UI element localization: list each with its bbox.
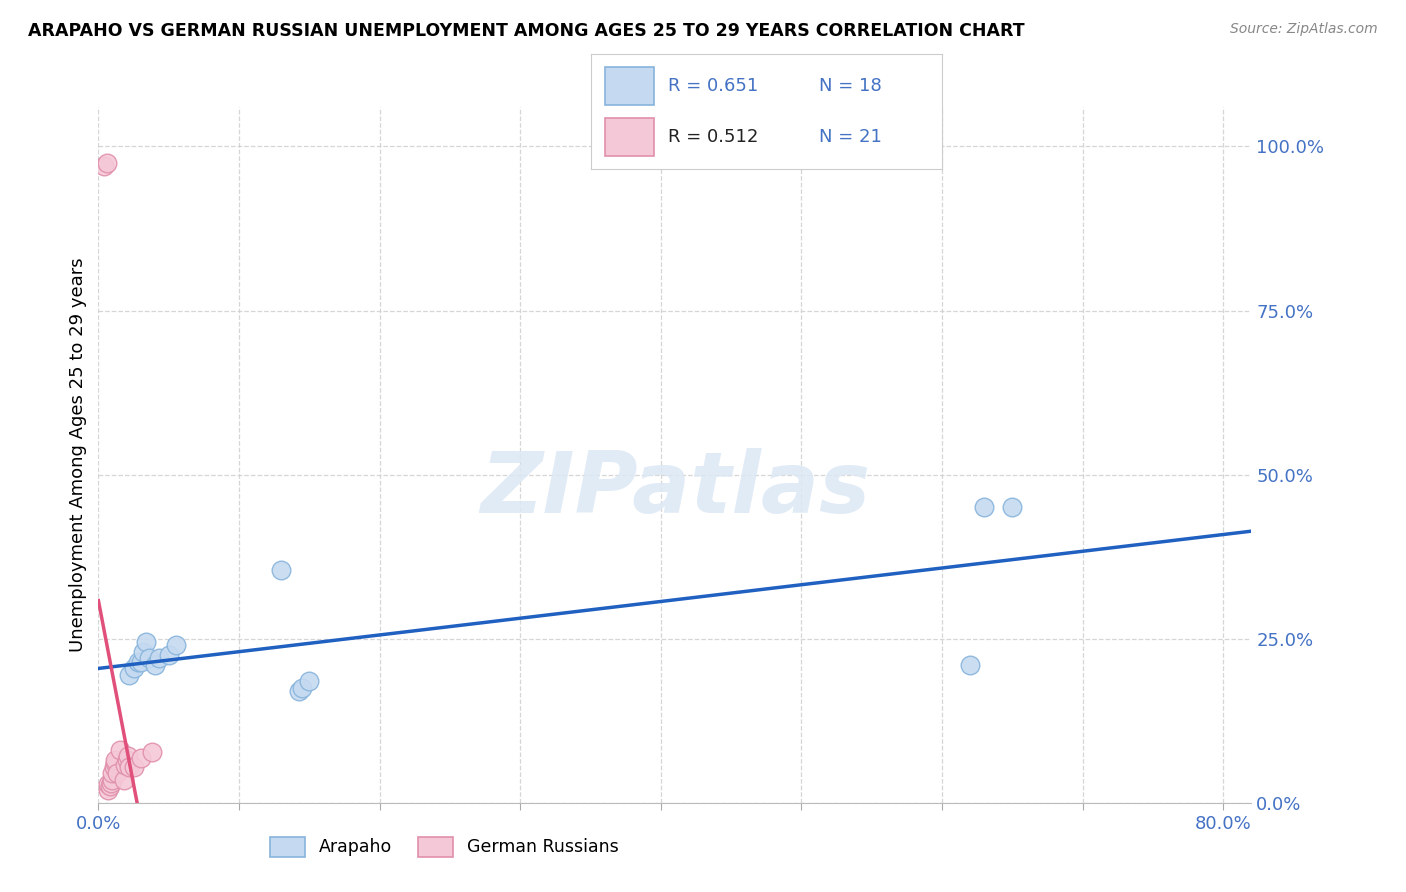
Text: R = 0.512: R = 0.512	[668, 128, 758, 146]
Point	[157, 648, 180, 662]
Point	[101, 772, 124, 787]
Point	[291, 681, 314, 695]
Point	[129, 655, 152, 669]
Point	[117, 748, 139, 763]
Point	[1001, 500, 1024, 515]
Point	[122, 760, 145, 774]
Point	[141, 745, 163, 759]
Point	[138, 651, 160, 665]
FancyBboxPatch shape	[605, 68, 654, 104]
Point	[122, 661, 145, 675]
Point	[118, 760, 141, 774]
Point	[129, 751, 152, 765]
Text: Source: ZipAtlas.com: Source: ZipAtlas.com	[1230, 22, 1378, 37]
Point	[135, 635, 157, 649]
Y-axis label: Unemployment Among Ages 25 to 29 years: Unemployment Among Ages 25 to 29 years	[69, 258, 87, 652]
Point	[112, 772, 135, 787]
Point	[270, 563, 292, 577]
Point	[114, 757, 136, 772]
FancyBboxPatch shape	[605, 119, 654, 155]
Text: ZIPatlas: ZIPatlas	[479, 448, 870, 532]
Point	[118, 668, 141, 682]
Point	[104, 756, 127, 771]
Point	[115, 753, 138, 767]
Point	[100, 776, 122, 790]
Point	[97, 777, 120, 791]
Point	[132, 645, 155, 659]
Text: N = 21: N = 21	[818, 128, 882, 146]
Text: R = 0.651: R = 0.651	[668, 77, 758, 95]
Point	[973, 500, 995, 515]
Point	[101, 766, 124, 780]
Text: N = 18: N = 18	[818, 77, 882, 95]
Point	[97, 782, 120, 797]
Point	[148, 651, 170, 665]
Point	[298, 674, 321, 689]
Point	[127, 655, 149, 669]
Point	[143, 657, 166, 672]
Point	[165, 638, 187, 652]
Point	[96, 156, 118, 170]
Point	[93, 159, 115, 173]
Point	[105, 766, 128, 780]
Point	[288, 684, 311, 698]
Point	[98, 780, 121, 794]
Text: ARAPAHO VS GERMAN RUSSIAN UNEMPLOYMENT AMONG AGES 25 TO 29 YEARS CORRELATION CHA: ARAPAHO VS GERMAN RUSSIAN UNEMPLOYMENT A…	[28, 22, 1025, 40]
Point	[959, 657, 981, 672]
Point	[103, 760, 125, 774]
Point	[104, 753, 127, 767]
Point	[108, 743, 131, 757]
Legend: Arapaho, German Russians: Arapaho, German Russians	[263, 830, 626, 863]
